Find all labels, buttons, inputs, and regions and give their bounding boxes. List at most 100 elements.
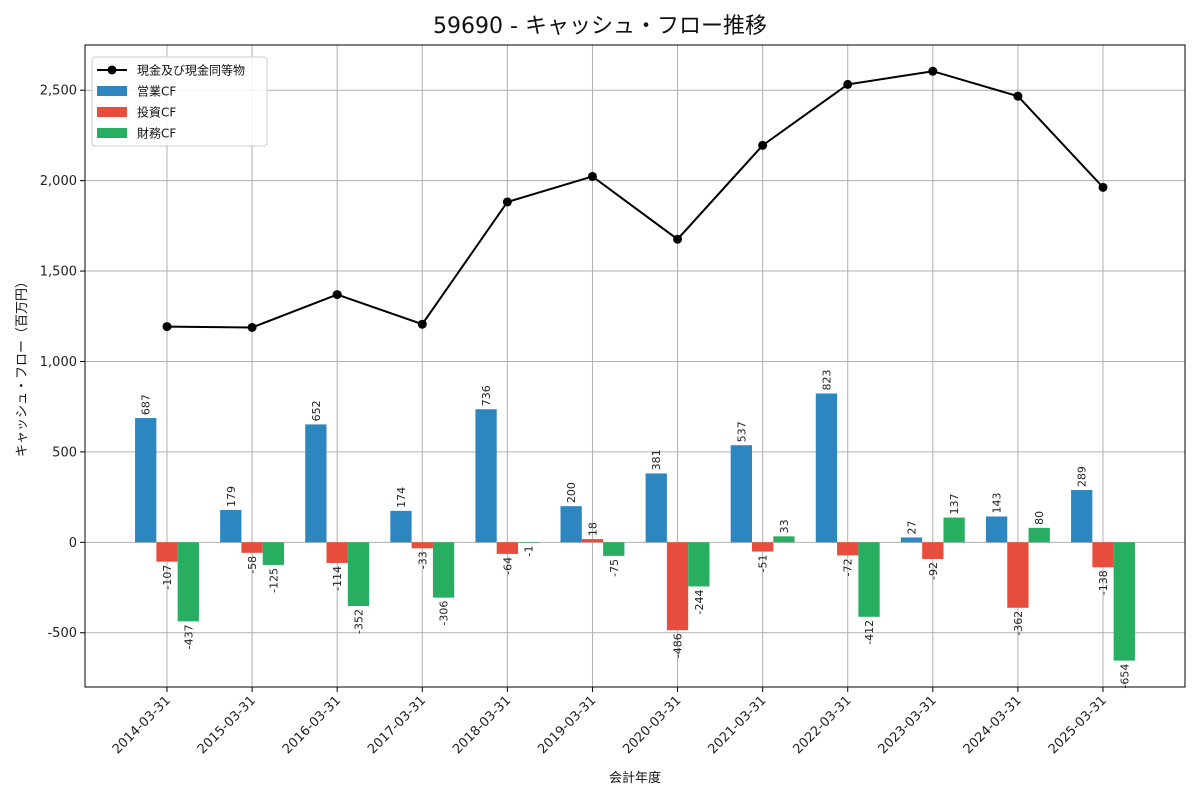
bar xyxy=(326,542,348,563)
x-tick-label: 2025-03-31 xyxy=(1046,693,1110,757)
bar xyxy=(475,409,497,543)
bar xyxy=(1071,490,1093,543)
y-tick-label: 2,500 xyxy=(40,84,77,99)
bar xyxy=(773,536,795,543)
bar-data-label: -33 xyxy=(416,551,429,569)
x-axis: 2014-03-31 2015-03-31 2016-03-31 2017-03-31… xyxy=(110,687,1110,757)
x-tick-label: 2017-03-31 xyxy=(365,693,429,757)
bar-data-label: 289 xyxy=(1076,466,1089,487)
y-tick-label: 1,000 xyxy=(40,355,77,370)
bar-labels-layer: 687 179 652 174 736 200 381 537 823 27 143 289 -107 -… xyxy=(140,369,1132,688)
cash-balance-point xyxy=(332,290,342,300)
x-tick-label: 2022-03-31 xyxy=(791,693,855,757)
chart-title: 59690 - キャッシュ・フロー推移 xyxy=(433,14,767,39)
bar-data-label: -114 xyxy=(331,566,344,591)
bar xyxy=(135,418,157,543)
bar xyxy=(1007,542,1029,608)
cash-balance-point xyxy=(1013,91,1023,101)
cash-balance-point xyxy=(417,319,427,329)
bar-data-label: 27 xyxy=(906,520,919,534)
bar-data-label: 33 xyxy=(778,519,791,533)
bar-data-label: -486 xyxy=(672,633,685,658)
legend-bar-swatch xyxy=(97,128,127,138)
bar xyxy=(985,516,1008,543)
bar-data-label: 143 xyxy=(991,492,1004,513)
x-axis-label: 会計年度 xyxy=(609,770,661,786)
y-tick-label: 500 xyxy=(52,445,77,460)
legend-label: 現金及び現金同等物 xyxy=(137,63,245,78)
cash-balance-point xyxy=(843,79,853,89)
bar xyxy=(730,445,752,543)
cash-balance-line xyxy=(166,70,1104,329)
cash-balance-point xyxy=(502,197,512,207)
bar-data-label: -64 xyxy=(501,557,514,575)
y-tick-label: -500 xyxy=(47,626,77,641)
legend-box xyxy=(91,56,268,147)
cash-balance-point xyxy=(928,66,938,76)
bar-data-label: -654 xyxy=(1118,664,1131,689)
bar-data-label: -306 xyxy=(438,601,451,626)
bar xyxy=(922,542,944,559)
bar xyxy=(518,542,540,543)
y-axis-label: キャッシュ・フロー（百万円） xyxy=(15,275,30,457)
bar xyxy=(177,542,199,622)
bar xyxy=(432,542,455,598)
x-tick-label: 2015-03-31 xyxy=(195,693,259,757)
bar-data-label: -125 xyxy=(267,568,280,593)
bar xyxy=(943,517,965,543)
bar-data-label: -1 xyxy=(523,546,536,557)
bar xyxy=(156,542,178,562)
cash-balance-point xyxy=(673,234,683,244)
bar-data-label: 381 xyxy=(650,449,663,470)
x-tick-label: 2024-03-31 xyxy=(961,693,1025,757)
bar-data-label: 736 xyxy=(480,385,493,406)
bar xyxy=(411,542,433,549)
y-axis: -500 0 500 1,000 1,500 2,000 2,500 xyxy=(40,84,85,641)
bar xyxy=(603,542,625,556)
bar-data-label: -58 xyxy=(246,556,259,574)
x-tick-label: 2018-03-31 xyxy=(450,693,514,757)
bar-data-label: 179 xyxy=(225,486,238,507)
bar-data-label: 652 xyxy=(310,400,323,421)
bar-data-label: -51 xyxy=(757,555,770,573)
bar xyxy=(900,537,923,543)
bar-data-label: 18 xyxy=(586,522,599,536)
legend-bar-swatch xyxy=(97,107,127,117)
plot-frame xyxy=(84,44,1186,688)
bar xyxy=(220,509,242,543)
bar-data-label: -75 xyxy=(608,559,621,577)
bar-data-label: 823 xyxy=(820,369,833,390)
bar xyxy=(560,506,582,543)
bar xyxy=(347,542,370,606)
x-tick-label: 2020-03-31 xyxy=(620,693,684,757)
bar-data-label: -92 xyxy=(927,562,940,580)
cash-balance-point xyxy=(247,322,257,332)
bar xyxy=(241,542,263,553)
bar-data-label: 80 xyxy=(1033,511,1046,525)
bar xyxy=(496,542,519,554)
bar xyxy=(815,393,838,543)
bar xyxy=(1092,542,1114,568)
bar-data-label: 687 xyxy=(140,394,153,415)
bar-data-label: -352 xyxy=(352,609,365,634)
bar xyxy=(666,542,689,631)
legend-marker xyxy=(107,65,117,75)
x-tick-label: 2023-03-31 xyxy=(876,693,940,757)
bar xyxy=(645,473,667,543)
cash-balance-point xyxy=(1098,182,1108,192)
bar xyxy=(1113,542,1135,661)
bar xyxy=(837,542,859,556)
bar xyxy=(858,542,880,617)
bar xyxy=(262,542,285,565)
bar xyxy=(688,542,710,587)
bar xyxy=(305,424,327,543)
bar-data-label: -72 xyxy=(842,558,855,576)
bar xyxy=(751,542,774,552)
bar-data-label: -362 xyxy=(1012,611,1025,636)
x-tick-label: 2021-03-31 xyxy=(705,693,769,757)
bar-data-label: -412 xyxy=(863,620,876,645)
x-tick-label: 2014-03-31 xyxy=(110,693,174,757)
line-layer xyxy=(162,66,1108,332)
